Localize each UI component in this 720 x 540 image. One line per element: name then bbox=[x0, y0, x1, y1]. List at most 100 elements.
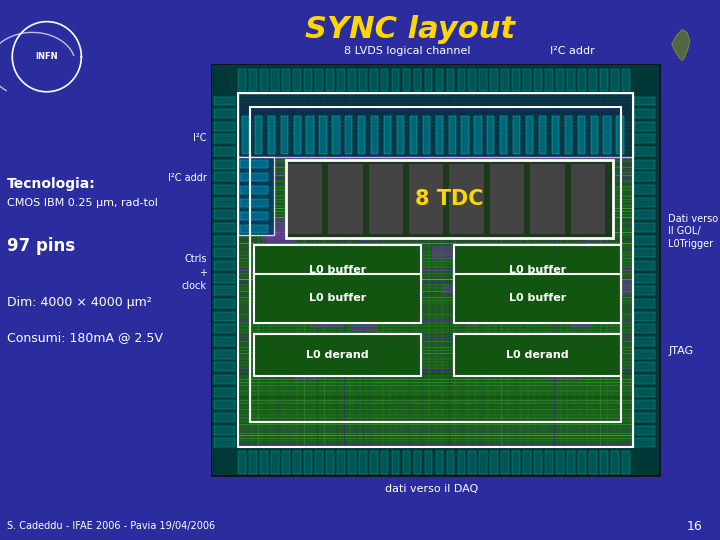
Bar bbox=[214, 97, 235, 105]
Bar bbox=[480, 451, 487, 474]
Bar bbox=[471, 261, 492, 273]
Bar bbox=[414, 69, 421, 91]
Bar bbox=[500, 116, 508, 154]
Text: L0Trigger: L0Trigger bbox=[668, 239, 714, 248]
Bar bbox=[634, 274, 655, 282]
Bar bbox=[238, 451, 246, 474]
Bar bbox=[214, 134, 235, 143]
Bar bbox=[214, 211, 235, 219]
Bar bbox=[254, 245, 421, 295]
Bar bbox=[238, 93, 633, 447]
Text: Il GOL/: Il GOL/ bbox=[668, 226, 701, 236]
Bar bbox=[513, 116, 521, 154]
Bar bbox=[214, 438, 235, 447]
Bar bbox=[255, 116, 262, 154]
Bar bbox=[634, 438, 655, 447]
Bar bbox=[370, 451, 377, 474]
Bar bbox=[459, 309, 494, 323]
Bar bbox=[360, 238, 379, 241]
Bar bbox=[490, 69, 498, 91]
Text: 16: 16 bbox=[686, 520, 702, 533]
Bar bbox=[583, 307, 618, 322]
Bar bbox=[487, 116, 495, 154]
Bar bbox=[556, 69, 564, 91]
Bar bbox=[567, 69, 575, 91]
Bar bbox=[410, 116, 417, 154]
Bar bbox=[513, 69, 520, 91]
Bar bbox=[634, 134, 655, 143]
Bar bbox=[326, 69, 333, 91]
Bar bbox=[454, 274, 621, 323]
Bar bbox=[276, 218, 294, 226]
Text: INFN: INFN bbox=[35, 52, 58, 61]
Text: 8 LVDS logical channel: 8 LVDS logical channel bbox=[343, 46, 470, 56]
Bar bbox=[611, 451, 618, 474]
Bar bbox=[240, 160, 268, 168]
Bar bbox=[214, 286, 235, 295]
Bar bbox=[462, 116, 469, 154]
Bar bbox=[240, 173, 268, 181]
Bar bbox=[214, 248, 235, 258]
Bar bbox=[250, 107, 621, 422]
Bar bbox=[249, 451, 257, 474]
Bar bbox=[254, 274, 421, 323]
Bar bbox=[315, 369, 326, 373]
Text: 8 TDC: 8 TDC bbox=[415, 189, 484, 209]
Bar bbox=[634, 325, 655, 333]
Bar bbox=[214, 274, 235, 282]
Bar bbox=[315, 69, 323, 91]
Bar bbox=[337, 69, 345, 91]
Bar bbox=[333, 116, 340, 154]
Bar bbox=[534, 451, 542, 474]
Bar bbox=[311, 319, 343, 328]
Bar bbox=[410, 220, 431, 227]
Bar bbox=[472, 341, 482, 345]
Bar bbox=[238, 69, 246, 91]
Bar bbox=[288, 164, 322, 234]
Bar bbox=[634, 350, 655, 359]
Text: clock: clock bbox=[181, 281, 207, 291]
Bar bbox=[345, 346, 366, 354]
Bar bbox=[240, 225, 268, 233]
Bar bbox=[455, 355, 490, 371]
Bar bbox=[238, 157, 274, 234]
Bar bbox=[214, 223, 235, 232]
Bar bbox=[509, 250, 524, 255]
Bar bbox=[513, 451, 520, 474]
Text: L0 buffer: L0 buffer bbox=[309, 293, 366, 303]
Text: Dim: 4000 × 4000 μm²: Dim: 4000 × 4000 μm² bbox=[7, 296, 152, 309]
Bar bbox=[370, 69, 377, 91]
Bar bbox=[250, 305, 258, 309]
Bar bbox=[490, 451, 498, 474]
Text: I²C: I²C bbox=[193, 133, 207, 143]
Bar bbox=[622, 451, 629, 474]
Bar bbox=[392, 451, 400, 474]
Text: L0 derand: L0 derand bbox=[306, 350, 369, 360]
Bar bbox=[214, 413, 235, 422]
Bar bbox=[212, 65, 659, 475]
Bar bbox=[279, 267, 289, 274]
Bar bbox=[589, 451, 597, 474]
Text: Tecnologia:: Tecnologia: bbox=[7, 177, 96, 191]
Bar bbox=[240, 212, 268, 220]
Bar bbox=[238, 93, 633, 157]
Bar bbox=[634, 312, 655, 321]
Text: L0 buffer: L0 buffer bbox=[309, 265, 366, 275]
Text: 97 pins: 97 pins bbox=[7, 237, 76, 255]
Bar bbox=[261, 225, 284, 241]
Bar bbox=[580, 242, 588, 245]
Bar bbox=[571, 164, 605, 234]
Bar bbox=[212, 447, 659, 475]
Bar bbox=[578, 451, 586, 474]
Bar bbox=[423, 116, 430, 154]
Bar bbox=[214, 350, 235, 359]
Bar bbox=[238, 93, 633, 447]
Bar bbox=[549, 373, 579, 380]
Bar bbox=[402, 451, 410, 474]
Bar bbox=[282, 451, 290, 474]
Bar bbox=[457, 451, 465, 474]
Bar bbox=[577, 116, 585, 154]
Bar bbox=[446, 69, 454, 91]
Bar bbox=[268, 116, 275, 154]
Bar bbox=[315, 451, 323, 474]
